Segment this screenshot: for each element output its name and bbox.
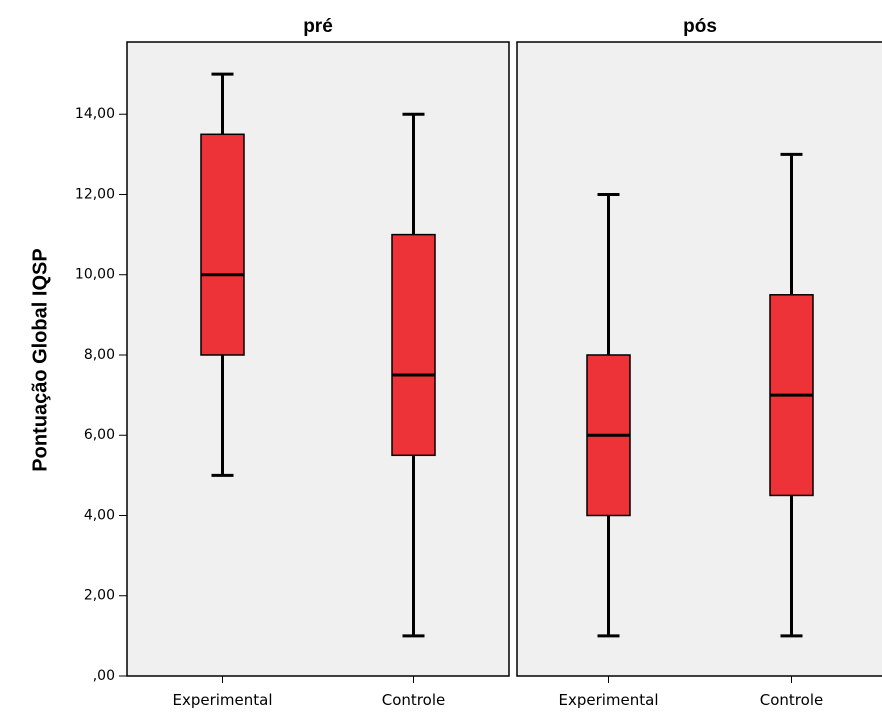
panel-title: pré: [303, 16, 333, 37]
box-controle: [391, 112, 436, 638]
panel-title: pós: [683, 16, 717, 37]
y-tick-label: 10,00: [75, 267, 115, 283]
y-axis: ,00 2,00 4,00 6,00 8,00 10,00 12,00 14,00: [75, 106, 127, 684]
y-tick-label: 6,00: [84, 427, 115, 443]
panel-1: pré Experimental Controle: [126, 16, 510, 709]
y-tick-label: ,00: [93, 668, 115, 684]
x-category-label: Experimental: [172, 691, 272, 709]
box-controle: [769, 152, 814, 638]
y-tick-label: 4,00: [84, 507, 115, 523]
y-axis-title: Pontuação Global IQSP: [29, 248, 51, 471]
y-tick-label: 2,00: [84, 588, 115, 604]
panels: pré Experimental Controle pós Experimental Co…: [126, 16, 882, 709]
y-tick-label: 8,00: [84, 347, 115, 363]
box-experimental: [586, 192, 631, 638]
y-tick-label: 14,00: [75, 106, 115, 122]
box-experimental: [200, 72, 245, 477]
panel-2: pós Experimental Controle: [516, 16, 882, 709]
y-tick-label: 12,00: [75, 186, 115, 202]
x-category-label: Controle: [760, 691, 823, 709]
panel-background: [516, 41, 882, 677]
iqr-box: [200, 133, 245, 356]
panel-background: [126, 41, 510, 677]
x-category-label: Controle: [382, 691, 445, 709]
x-category-label: Experimental: [558, 691, 658, 709]
iqr-box: [391, 233, 436, 457]
